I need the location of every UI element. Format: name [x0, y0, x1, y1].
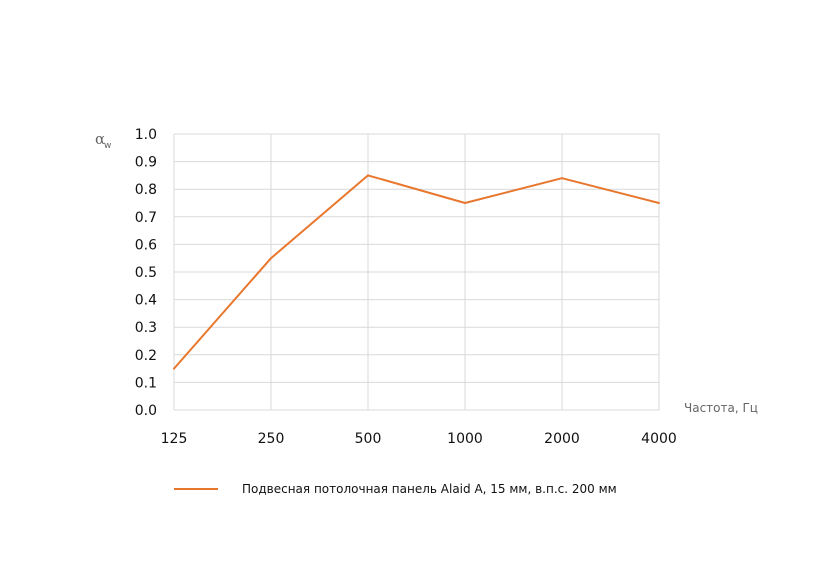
- y-axis-title: α: [95, 130, 105, 148]
- legend-label: Подвесная потолочная панель Alaid A, 15 …: [242, 482, 617, 496]
- y-tick-label: 0.8: [135, 182, 157, 198]
- data-point: [561, 177, 563, 180]
- y-tick-label: 0.3: [135, 320, 157, 336]
- x-tick-label: 250: [258, 431, 285, 447]
- series-line: [173, 174, 660, 370]
- data-point: [173, 367, 175, 370]
- legend: Подвесная потолочная панель Alaid A, 15 …: [174, 482, 617, 496]
- y-tick-label: 0.2: [135, 348, 157, 364]
- data-point: [464, 202, 466, 204]
- series-lines: [173, 174, 660, 370]
- y-axis-title-subscript: w: [104, 141, 111, 151]
- y-tick-label: 1.0: [135, 127, 157, 143]
- data-point: [270, 257, 272, 260]
- data-point: [367, 174, 369, 177]
- x-tick-label: 1000: [447, 431, 483, 447]
- y-tick-label: 0.6: [135, 237, 157, 253]
- grid: [173, 133, 660, 411]
- y-tick-label: 0.4: [135, 293, 157, 309]
- x-tick-label: 125: [161, 431, 188, 447]
- x-tick-label: 2000: [544, 431, 580, 447]
- y-tick-label: 0.5: [135, 265, 157, 281]
- data-point: [658, 202, 660, 204]
- y-axis-ticks: 0.0 0.1 0.2 0.3 0.4 0.5 0.6 0.7 0.8 0.9 1.0: [135, 127, 157, 419]
- x-axis-title: Частота, Гц: [684, 401, 758, 415]
- x-tick-label: 500: [355, 431, 382, 447]
- x-axis-ticks: 125 250 500 1000 2000 4000: [161, 431, 677, 447]
- x-tick-label: 4000: [641, 431, 677, 447]
- y-tick-label: 0.0: [135, 403, 157, 419]
- y-tick-label: 0.9: [135, 155, 157, 171]
- y-tick-label: 0.7: [135, 210, 157, 226]
- y-tick-label: 0.1: [135, 375, 157, 391]
